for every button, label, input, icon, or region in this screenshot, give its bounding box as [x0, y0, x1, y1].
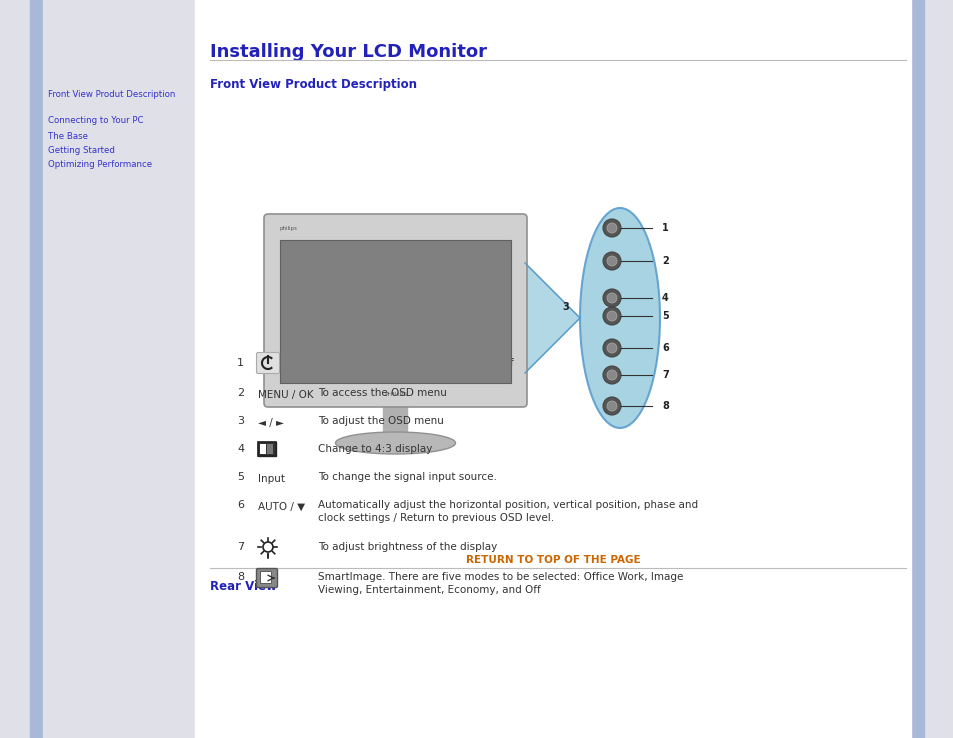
Circle shape [606, 223, 617, 233]
Text: Installing Your LCD Monitor: Installing Your LCD Monitor [210, 43, 486, 61]
Text: AUTO / ▼: AUTO / ▼ [257, 502, 305, 512]
Circle shape [602, 289, 620, 307]
Bar [43, 0, 194, 738]
Bar [30, 0, 43, 738]
Text: 7: 7 [236, 542, 244, 552]
Circle shape [602, 366, 620, 384]
Text: 7: 7 [661, 370, 668, 380]
Text: 5: 5 [236, 472, 244, 482]
Text: 8: 8 [661, 401, 668, 411]
Bar [257, 442, 275, 456]
Circle shape [606, 311, 617, 321]
FancyBboxPatch shape [256, 568, 277, 587]
Bar [267, 444, 273, 454]
Bar [910, 0, 923, 738]
Text: ◄ / ►: ◄ / ► [257, 418, 284, 428]
Text: Input: Input [257, 474, 285, 484]
Circle shape [602, 252, 620, 270]
Text: The Base: The Base [48, 132, 88, 141]
Ellipse shape [335, 432, 455, 454]
Circle shape [602, 307, 620, 325]
Text: To adjust brightness of the display: To adjust brightness of the display [317, 542, 497, 552]
Circle shape [606, 401, 617, 411]
Text: 1: 1 [236, 358, 244, 368]
Polygon shape [524, 263, 579, 373]
Text: 1: 1 [661, 223, 668, 233]
Text: Optimizing Performance: Optimizing Performance [48, 160, 152, 169]
Text: 3: 3 [236, 416, 244, 426]
Bar [194, 0, 910, 738]
Ellipse shape [579, 208, 659, 428]
Text: Change to 4:3 display: Change to 4:3 display [317, 444, 432, 454]
FancyBboxPatch shape [260, 571, 272, 584]
Text: RETURN TO TOP OF THE PAGE: RETURN TO TOP OF THE PAGE [465, 555, 639, 565]
Text: To access the OSD menu: To access the OSD menu [317, 388, 446, 398]
Circle shape [602, 397, 620, 415]
Text: 3: 3 [562, 302, 569, 312]
Text: Front View Product Description: Front View Product Description [210, 78, 416, 91]
Text: Automatically adjust the horizontal position, vertical position, phase and
clock: Automatically adjust the horizontal posi… [317, 500, 698, 523]
FancyBboxPatch shape [264, 214, 526, 407]
Bar [257, 442, 275, 456]
Text: 5: 5 [661, 311, 668, 321]
Text: 4: 4 [661, 293, 668, 303]
Bar [260, 444, 266, 454]
Circle shape [602, 219, 620, 237]
Text: To switch monitor's power On and Off: To switch monitor's power On and Off [317, 358, 514, 368]
FancyBboxPatch shape [256, 353, 279, 373]
Bar [280, 240, 511, 383]
Text: Getting Started: Getting Started [48, 146, 114, 155]
Text: SmartImage. There are five modes to be selected: Office Work, Image
Viewing, Ent: SmartImage. There are five modes to be s… [317, 572, 682, 596]
Circle shape [606, 293, 617, 303]
Text: MENU / OK: MENU / OK [257, 390, 314, 400]
Text: PHILIPS: PHILIPS [383, 392, 407, 397]
Text: Rear View: Rear View [210, 580, 276, 593]
Text: 8: 8 [236, 572, 244, 582]
Bar [383, 401, 407, 441]
Text: Front View Produt Description: Front View Produt Description [48, 90, 175, 99]
Text: To adjust the OSD menu: To adjust the OSD menu [317, 416, 443, 426]
Circle shape [606, 370, 617, 380]
Text: Connecting to Your PC: Connecting to Your PC [48, 116, 143, 125]
Circle shape [606, 256, 617, 266]
Text: 4: 4 [236, 444, 244, 454]
Circle shape [606, 343, 617, 353]
Text: 2: 2 [236, 388, 244, 398]
Circle shape [602, 339, 620, 357]
Text: To change the signal input source.: To change the signal input source. [317, 472, 497, 482]
Text: 6: 6 [236, 500, 244, 510]
Text: 2: 2 [661, 256, 668, 266]
Text: 6: 6 [661, 343, 668, 353]
Text: philips: philips [280, 226, 297, 231]
